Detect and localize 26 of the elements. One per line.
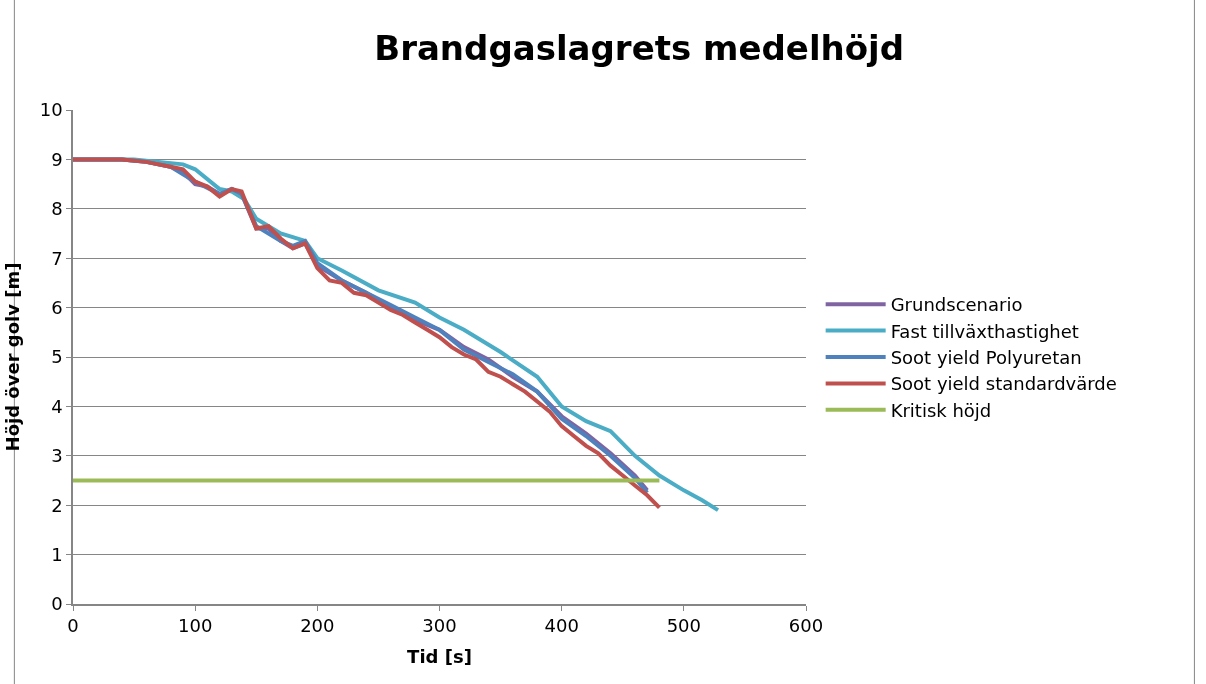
y-tick-label: 4 — [51, 395, 63, 417]
y-tick-label: 6 — [51, 296, 63, 318]
legend-label: Grundscenario — [890, 294, 1023, 316]
x-axis-title: Tid [s] — [407, 645, 472, 667]
y-tick-label: 5 — [51, 346, 63, 368]
legend-label: Soot yield standardvärde — [890, 373, 1117, 395]
y-tick-label: 0 — [51, 593, 63, 615]
y-tick-label: 2 — [51, 494, 63, 516]
legend-label: Kritisk höjd — [890, 399, 992, 421]
legend-label: Fast tillväxthastighet — [890, 320, 1079, 342]
y-tick-label: 3 — [51, 445, 63, 467]
legend-label: Soot yield Polyuretan — [890, 347, 1082, 369]
y-tick-label: 7 — [51, 247, 63, 269]
y-tick-label: 10 — [39, 99, 63, 121]
y-tick-label: 8 — [51, 198, 63, 220]
x-tick-label: 100 — [177, 615, 213, 637]
x-tick-label: 0 — [67, 615, 79, 637]
y-axis-title: Höjd över golv [m] — [2, 262, 24, 452]
x-tick-label: 300 — [422, 615, 457, 637]
chart-title: Brandgaslagrets medelhöjd — [374, 27, 905, 68]
x-tick-label: 500 — [666, 615, 702, 637]
y-tick-label: 9 — [51, 148, 63, 170]
x-tick-label: 400 — [544, 615, 579, 637]
x-tick-label: 600 — [788, 615, 824, 637]
x-tick-label: 200 — [300, 615, 335, 637]
y-tick-label: 1 — [51, 543, 63, 565]
